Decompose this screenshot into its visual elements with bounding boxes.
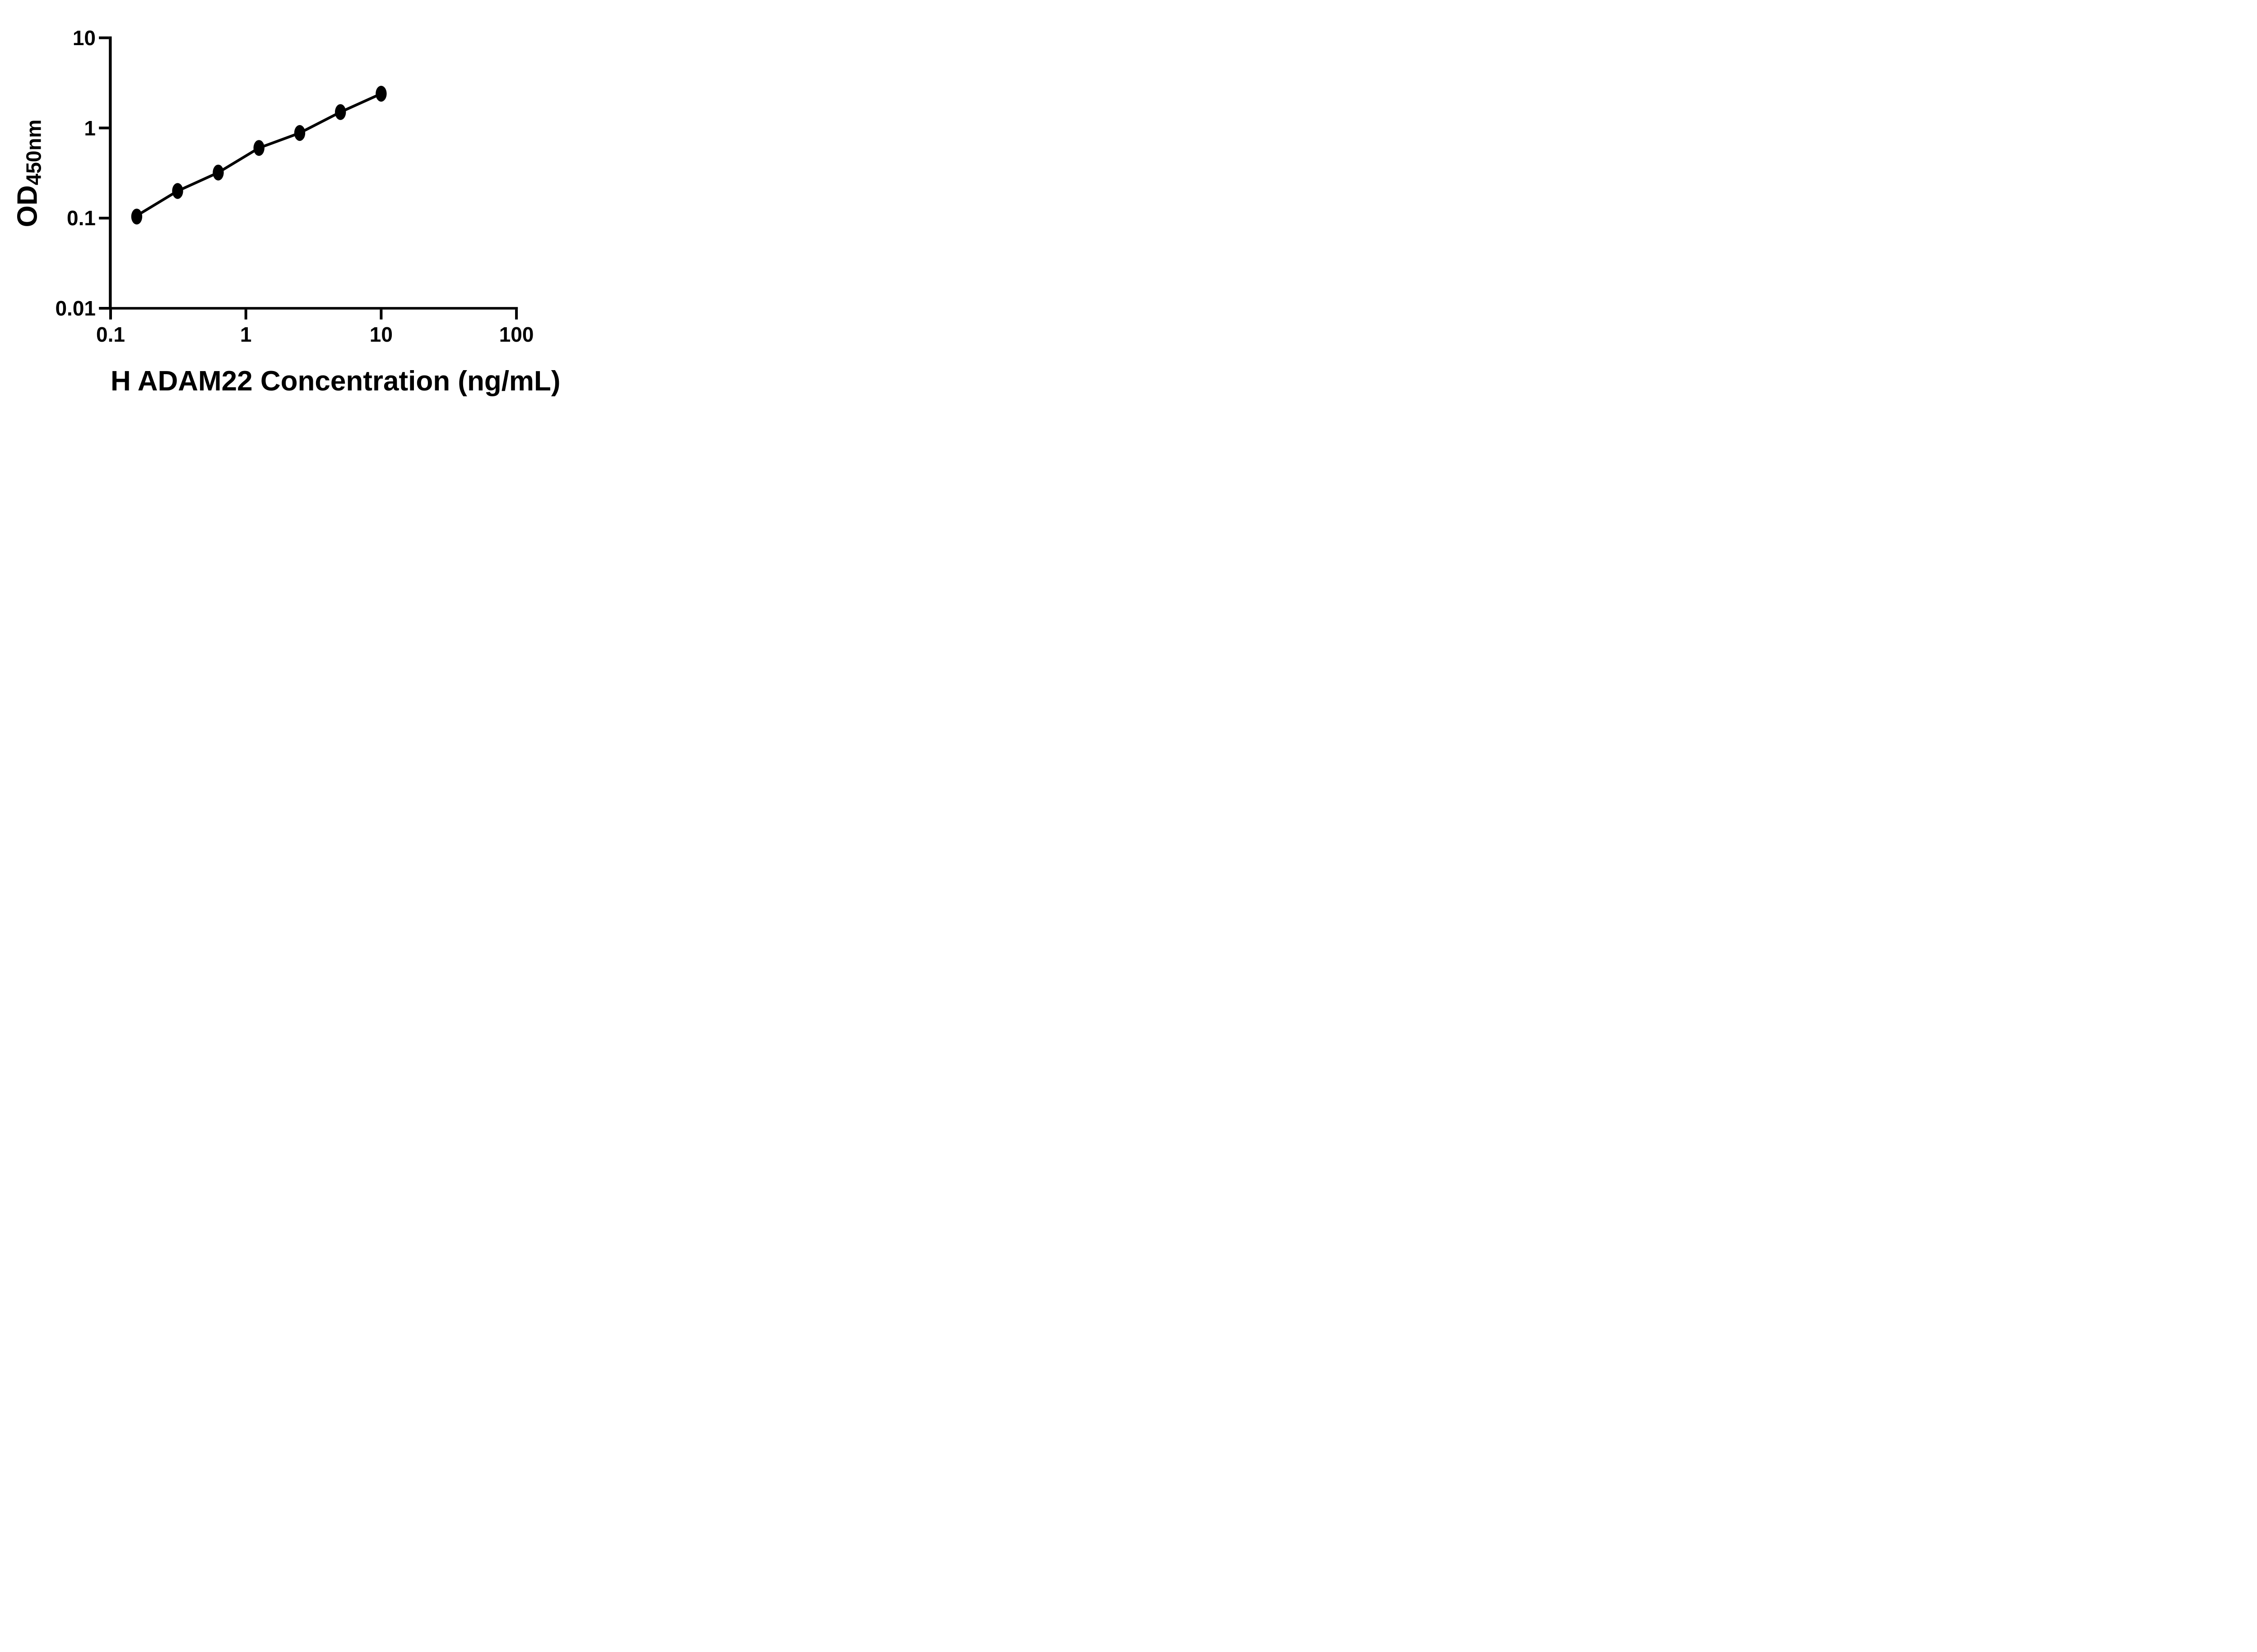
x-axis-line <box>109 307 518 310</box>
y-tick-10 <box>99 36 109 39</box>
x-tick-label-0.1: 0.1 <box>96 323 125 346</box>
data-point-2 <box>172 183 183 199</box>
data-point-3 <box>213 164 224 181</box>
elisa-standard-curve-figure: OD450nm H ADAM22 Concentration (ng/mL) 1… <box>0 0 579 413</box>
x-tick-100 <box>515 309 518 320</box>
x-axis-title: H ADAM22 Concentration (ng/mL) <box>111 366 561 397</box>
x-tick-10 <box>380 309 383 320</box>
x-tick-1 <box>244 309 247 320</box>
scatter-plot-canvas <box>99 36 518 320</box>
y-tick-label-0.01: 0.01 <box>55 297 96 320</box>
data-point-5 <box>294 125 306 141</box>
data-point-7 <box>376 86 387 102</box>
x-tick-label-10: 10 <box>369 323 393 346</box>
x-tick-0.1 <box>109 309 112 320</box>
data-point-1 <box>131 209 143 225</box>
data-point-6 <box>335 104 346 120</box>
x-tick-label-1: 1 <box>240 323 252 346</box>
y-tick-0.1 <box>99 217 109 220</box>
y-tick-label-0.1: 0.1 <box>67 206 96 230</box>
y-tick-1 <box>99 126 109 130</box>
y-axis-line <box>109 36 112 310</box>
y-tick-0.01 <box>99 307 109 310</box>
x-tick-label-100: 100 <box>499 323 534 346</box>
data-point-4 <box>253 140 265 156</box>
y-tick-label-1: 1 <box>84 116 96 140</box>
y-tick-label-10: 10 <box>72 26 96 50</box>
